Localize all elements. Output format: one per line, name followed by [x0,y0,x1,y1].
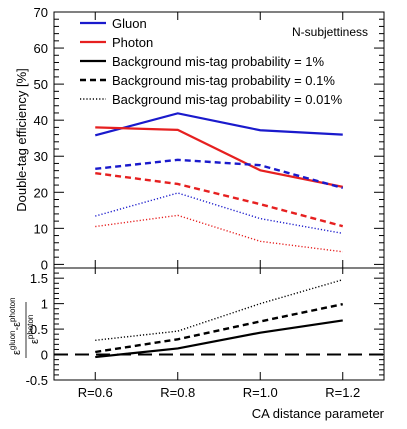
x-tick-label: R=0.6 [78,385,113,400]
legend-label: Photon [112,35,153,50]
bottom-y-tick-label: 0 [41,348,48,363]
series-line-gluon-solid [94,112,343,137]
top-y-tick-label: 20 [34,185,48,200]
svg-text:εphoton: εphoton [26,315,41,344]
ratio-line-solid [95,319,343,359]
x-tick-label: R=0.8 [160,385,195,400]
ratio-photon-sup-2: photon [26,315,35,339]
bottom-frame [53,267,385,381]
top-y-tick-label: 60 [34,41,48,56]
top-y-tick-label: 10 [34,221,48,236]
bottom-y-tick-label: 1.5 [30,271,48,286]
series-line-photon-dashed [95,171,344,228]
x-tick-label: R=1.2 [325,385,360,400]
top-y-tick-label: 70 [34,5,48,20]
top-y-tick-label: 30 [34,149,48,164]
ratio-panel: -0.5 0 0.5 1 1.5 R=0.6 R=0.8 R=1.0 R=1.2 [26,267,385,400]
top-frame [53,11,385,269]
legend-label: Background mis-tag probability = 0.01% [112,92,343,107]
bottom-y-tick-label: 0.5 [30,322,48,337]
svg-text:εgluon-εphoton: εgluon-εphoton [8,297,23,355]
series-line-gluon-dashed [95,158,344,190]
bottom-y-tick-label: -0.5 [26,373,48,388]
bottom-y-tick-label: 1 [41,297,48,312]
legend-label: Gluon [112,16,147,31]
top-y-tick-label: 0 [41,257,48,272]
ratio-eps-3: ε [29,339,41,344]
series-line-photon-dotted [95,214,343,253]
x-axis-label: CA distance parameter [252,406,385,421]
top-y-tick-label: 40 [34,113,48,128]
ratio-line-dashed [95,302,343,354]
x-tick-label: R=1.0 [243,385,278,400]
ratio-photon-sup: photon [8,297,17,321]
chart-annotation: N-subjettiness [292,25,368,39]
top-y-axis-label: Double-tag efficiency [%] [14,68,29,212]
top-panel: 0 10 20 30 40 50 60 70 Gluon Photon Background mis… [34,5,385,272]
ratio-eps-2: ε [11,322,23,327]
ratio-eps-1: ε [11,350,23,355]
top-y-tick-label: 50 [34,77,48,92]
ratio-y-axis-label: εgluon-εphoton εphoton [8,297,41,358]
series-line-photon-solid [95,126,343,188]
ratio-minus: - [11,327,23,331]
ratio-gluon-sup: gluon [8,331,17,351]
legend-label: Background mis-tag probability = 1% [112,54,325,69]
series-line-gluon-dotted [95,192,343,235]
legend-label: Background mis-tag probability = 0.1% [112,73,335,88]
